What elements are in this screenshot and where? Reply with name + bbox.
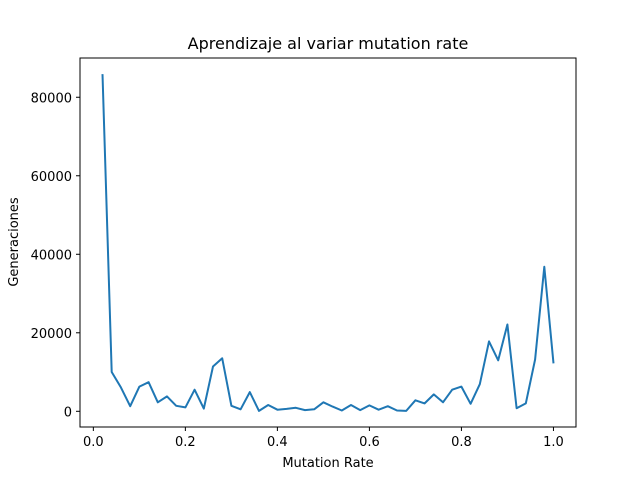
series-line: [101, 74, 555, 412]
chart-title: Aprendizaje al variar mutation rate: [188, 34, 469, 53]
y-tick-label: 0: [64, 405, 72, 420]
plot-frame: [79, 57, 577, 428]
x-tick-label: 0.6: [359, 435, 380, 450]
y-axis-label: Generaciones: [7, 197, 22, 287]
y-tick-label: 40000: [31, 248, 72, 263]
x-tick-label: 0.4: [267, 435, 288, 450]
y-tick-label: 80000: [31, 91, 72, 106]
plot-area: [80, 58, 576, 427]
y-tick-label: 60000: [31, 170, 72, 185]
y-tick-label: 20000: [31, 327, 72, 342]
x-tick-label: 0.0: [83, 435, 104, 450]
x-axis-label: Mutation Rate: [282, 456, 373, 471]
x-tick-label: 0.2: [175, 435, 196, 450]
axes: 0.0 0.2 0.4 0.6 0.8 1.0 0 20000 40000 60000 80000: [31, 57, 577, 450]
x-tick-label: 1.0: [543, 435, 564, 450]
x-tick-label: 0.8: [451, 435, 472, 450]
